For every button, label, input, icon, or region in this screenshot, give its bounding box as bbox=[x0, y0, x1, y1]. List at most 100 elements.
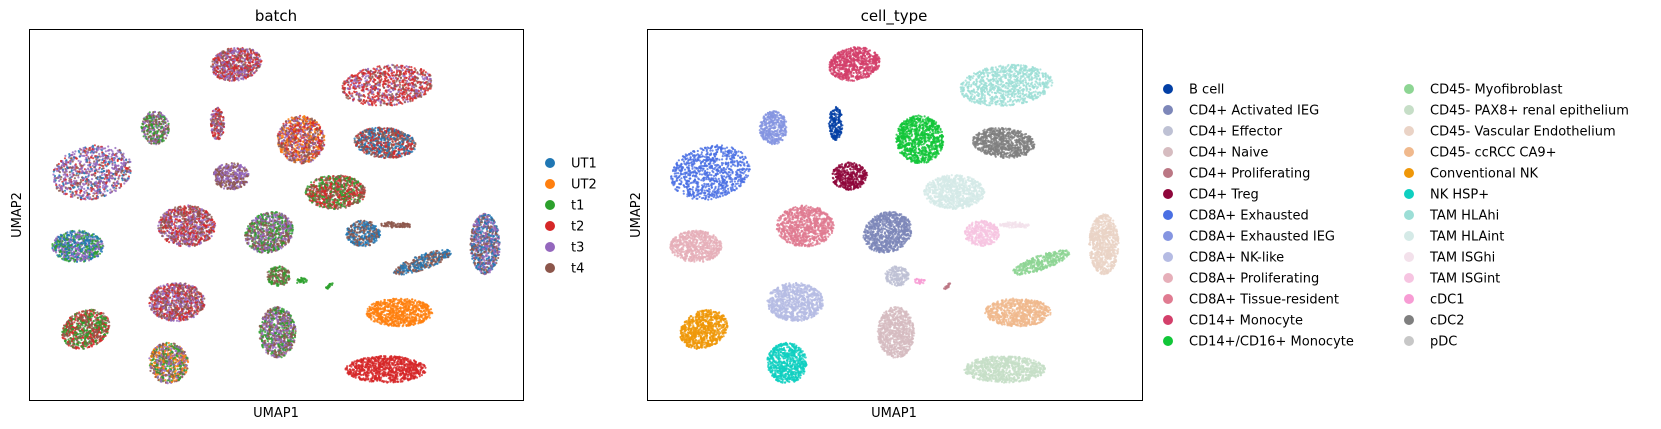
batch-point bbox=[386, 65, 389, 68]
batch-point bbox=[373, 98, 376, 101]
batch-point bbox=[409, 144, 412, 147]
batch-point bbox=[376, 136, 379, 139]
batch-point bbox=[69, 161, 72, 164]
batch-point bbox=[122, 154, 125, 158]
batch-point bbox=[228, 75, 231, 78]
batch-point bbox=[278, 132, 281, 135]
batch-point bbox=[388, 84, 391, 87]
batch-point bbox=[392, 64, 395, 67]
batch-point bbox=[395, 97, 398, 100]
batch-point bbox=[310, 155, 314, 158]
batch-point bbox=[419, 87, 422, 90]
batch-point bbox=[85, 156, 88, 159]
batch-point bbox=[235, 77, 238, 80]
batch-point bbox=[279, 147, 282, 150]
batch-point bbox=[111, 150, 114, 153]
batch-point bbox=[417, 90, 421, 93]
batch-point bbox=[102, 159, 106, 162]
batch-point bbox=[294, 153, 297, 156]
batch-point bbox=[73, 156, 76, 159]
batch-point bbox=[108, 173, 111, 176]
batch-point bbox=[78, 170, 81, 173]
batch-point bbox=[247, 64, 250, 68]
batch-point bbox=[300, 156, 303, 159]
batch-point bbox=[383, 102, 386, 105]
batch-point bbox=[281, 130, 284, 133]
batch-point bbox=[123, 171, 126, 174]
batch-point bbox=[61, 168, 65, 171]
batch-point bbox=[90, 154, 94, 157]
batch-point bbox=[143, 118, 146, 121]
batch-point bbox=[106, 149, 109, 152]
batch-point bbox=[215, 54, 218, 57]
batch-point bbox=[314, 154, 317, 157]
batch-point bbox=[395, 103, 398, 106]
batch-point bbox=[411, 98, 414, 101]
batch-point bbox=[238, 52, 241, 55]
batch-point bbox=[78, 168, 81, 171]
batch-point bbox=[80, 190, 83, 193]
batch-point bbox=[153, 110, 157, 114]
batch-point bbox=[125, 158, 128, 162]
batch-point bbox=[364, 68, 368, 72]
batch-point bbox=[285, 129, 288, 133]
batch-point bbox=[366, 83, 369, 86]
batch-point bbox=[313, 130, 316, 133]
batch-point bbox=[238, 71, 241, 74]
batch-point bbox=[413, 144, 416, 147]
batch-point bbox=[396, 156, 399, 159]
batch-point bbox=[400, 89, 403, 92]
batch-point bbox=[116, 164, 119, 167]
batch-point bbox=[401, 87, 404, 90]
batch-point bbox=[307, 153, 310, 156]
batch-point bbox=[220, 133, 223, 136]
batch-point bbox=[368, 96, 371, 99]
batch-point bbox=[305, 141, 308, 145]
batch-point bbox=[64, 154, 67, 157]
batch-point bbox=[121, 169, 124, 172]
batch-point bbox=[410, 89, 413, 92]
batch-point bbox=[73, 166, 76, 169]
batch-point bbox=[87, 195, 90, 198]
batch-point bbox=[96, 196, 100, 199]
batch-point bbox=[383, 65, 386, 68]
batch-point bbox=[121, 179, 124, 182]
batch-point bbox=[248, 74, 251, 77]
batch-point bbox=[294, 149, 297, 152]
batch-point bbox=[395, 138, 398, 141]
batch-point bbox=[369, 69, 372, 72]
batch-point bbox=[360, 102, 363, 105]
batch-point bbox=[62, 164, 65, 167]
batch-point bbox=[211, 121, 214, 124]
batch-point bbox=[345, 93, 348, 96]
batch-point bbox=[299, 133, 302, 136]
batch-point bbox=[417, 73, 420, 76]
batch-point bbox=[372, 151, 375, 154]
batch-point bbox=[111, 185, 114, 188]
batch-point bbox=[249, 54, 252, 57]
batch-point bbox=[356, 92, 359, 95]
batch-point bbox=[158, 122, 162, 125]
batch-point bbox=[92, 192, 95, 195]
batch-point bbox=[401, 92, 404, 95]
batch-point bbox=[223, 65, 226, 68]
batch-point bbox=[408, 68, 411, 71]
batch-point bbox=[66, 187, 69, 190]
batch-point bbox=[83, 197, 86, 200]
batch-point bbox=[92, 183, 95, 186]
batch-point bbox=[302, 120, 305, 123]
batch-point bbox=[101, 158, 104, 161]
batch-point bbox=[378, 91, 381, 94]
batch-point bbox=[167, 131, 170, 135]
batch-point bbox=[393, 79, 396, 82]
batch-point bbox=[348, 85, 351, 88]
batch-point bbox=[211, 132, 214, 135]
batch-point bbox=[93, 144, 96, 147]
batch-point bbox=[293, 127, 296, 131]
batch-point bbox=[60, 166, 63, 169]
batch-point bbox=[370, 153, 373, 156]
batch-point bbox=[361, 130, 364, 133]
batch-point bbox=[233, 69, 236, 72]
batch-cluster bbox=[140, 110, 170, 146]
batch-point bbox=[365, 136, 368, 139]
